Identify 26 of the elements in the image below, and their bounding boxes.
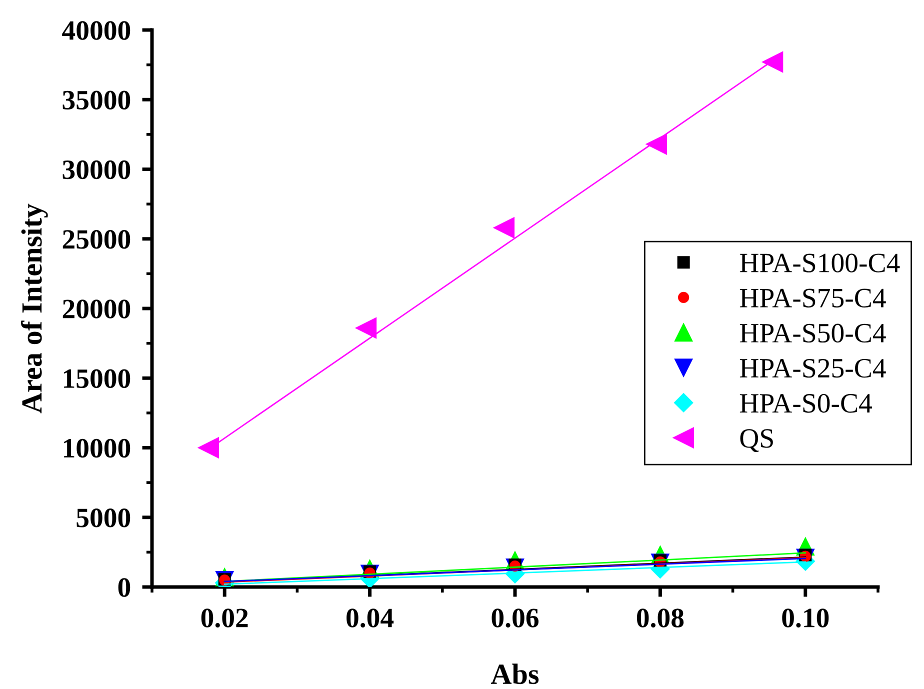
point xyxy=(198,437,220,458)
y-tick-label: 10000 xyxy=(64,438,130,458)
y-tick-label: 35000 xyxy=(62,90,130,110)
x-tick-label: 0.04 xyxy=(346,608,394,628)
y-tick-label: 25000 xyxy=(62,230,130,249)
y-axis-title: Area of Intensity xyxy=(21,204,48,414)
y-tick-label: 30000 xyxy=(62,160,130,180)
x-tick-label: 0.02 xyxy=(201,608,248,628)
point xyxy=(494,217,515,238)
legend-label: HPA-S75-C4 xyxy=(740,288,886,308)
legend-label: HPA-S100-C4 xyxy=(740,254,900,272)
y-tick-label: 5000 xyxy=(76,508,130,528)
point xyxy=(762,52,784,72)
y-tick-label: 15000 xyxy=(64,369,130,388)
y-tick-label: 0 xyxy=(118,578,130,597)
legend-label: QS xyxy=(740,429,773,452)
legend-label: HPA-S25-C4 xyxy=(740,358,886,378)
y-tick-label: 40000 xyxy=(62,21,130,40)
legend-label: HPA-S0-C4 xyxy=(740,394,872,413)
x-tick-label: 0.08 xyxy=(636,608,684,628)
point xyxy=(356,318,377,338)
x-tick-label: 0.06 xyxy=(492,608,538,628)
x-axis-title: Abs xyxy=(490,664,539,684)
legend-label: HPA-S50-C4 xyxy=(740,324,886,343)
x-tick-label: 0.10 xyxy=(782,608,829,628)
y-tick-label: 20000 xyxy=(62,300,130,318)
